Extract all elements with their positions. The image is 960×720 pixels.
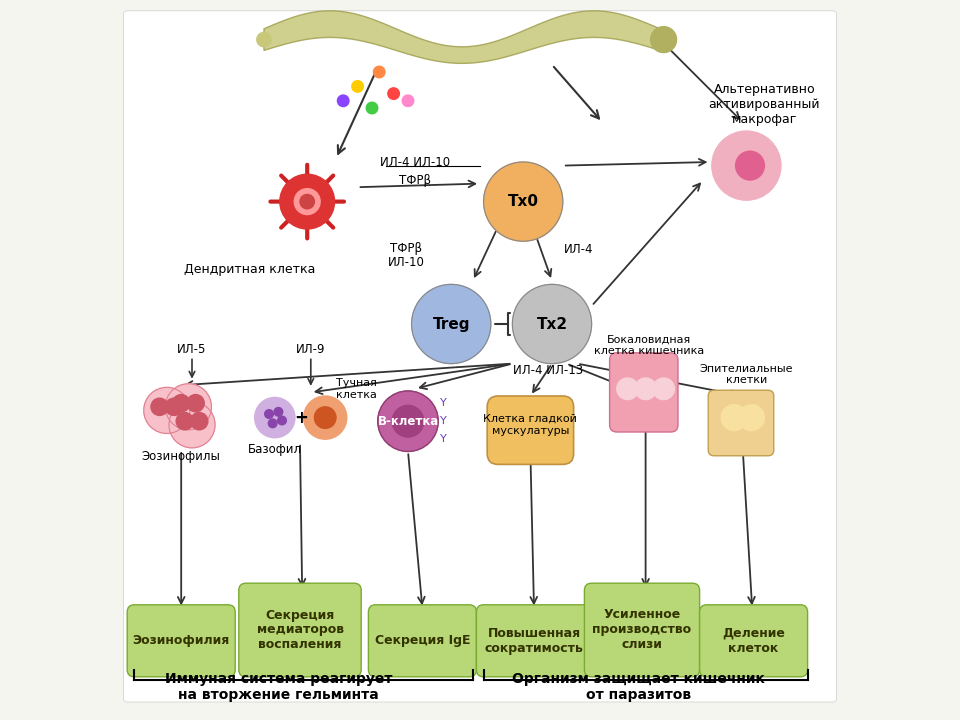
Text: В-клетка: В-клетка (377, 415, 439, 428)
Circle shape (277, 416, 286, 425)
Text: +: + (295, 409, 308, 426)
Text: Секреция
медиаторов
воспаления: Секреция медиаторов воспаления (256, 608, 344, 652)
Circle shape (373, 66, 385, 78)
Text: Усиленное
производство
слизи: Усиленное производство слизи (592, 608, 691, 652)
PathPatch shape (264, 11, 660, 63)
Text: Y: Y (441, 416, 447, 426)
Circle shape (169, 402, 215, 448)
Circle shape (402, 95, 414, 107)
Circle shape (616, 378, 638, 400)
Circle shape (338, 95, 349, 107)
Circle shape (352, 81, 364, 92)
FancyBboxPatch shape (128, 605, 235, 677)
Circle shape (393, 405, 424, 437)
Circle shape (513, 284, 591, 364)
Circle shape (653, 378, 674, 400)
FancyBboxPatch shape (476, 605, 591, 677)
Text: Treg: Treg (432, 317, 470, 331)
Circle shape (265, 410, 274, 418)
Circle shape (719, 138, 774, 193)
Circle shape (635, 378, 657, 400)
Text: Эозинофилы: Эозинофилы (142, 450, 221, 463)
Text: Бокаловидная
клетка кишечника: Бокаловидная клетка кишечника (594, 335, 705, 356)
Text: Y: Y (441, 398, 447, 408)
Text: ТФРβ: ТФРβ (399, 174, 431, 186)
Circle shape (367, 102, 377, 114)
Circle shape (377, 391, 439, 451)
Text: Тучная
клетка: Тучная клетка (336, 378, 377, 400)
Circle shape (173, 395, 190, 412)
Circle shape (315, 407, 336, 428)
Circle shape (275, 408, 283, 416)
Text: Деление
клеток: Деление клеток (722, 627, 785, 654)
Text: Иммуная система реагирует
на вторжение гельминта: Иммуная система реагирует на вторжение г… (165, 672, 392, 702)
Circle shape (484, 162, 563, 241)
Text: Альтернативно
активированный
макрофаг: Альтернативно активированный макрофаг (708, 83, 820, 126)
Circle shape (151, 398, 168, 415)
Text: Секреция IgE: Секреция IgE (374, 634, 470, 647)
Text: ИЛ-10: ИЛ-10 (388, 256, 425, 269)
FancyBboxPatch shape (124, 11, 836, 702)
Circle shape (412, 284, 491, 364)
Text: Базофил: Базофил (248, 443, 301, 456)
Circle shape (300, 194, 315, 209)
FancyBboxPatch shape (700, 605, 807, 677)
Text: ИЛ-4: ИЛ-4 (564, 243, 593, 256)
Circle shape (144, 387, 190, 433)
Circle shape (388, 88, 399, 99)
Circle shape (735, 151, 764, 180)
FancyBboxPatch shape (239, 583, 361, 677)
Circle shape (187, 395, 204, 412)
Text: Эпителиальные
клетки: Эпителиальные клетки (700, 364, 793, 385)
Circle shape (257, 32, 272, 47)
Text: Tx0: Tx0 (508, 194, 539, 209)
Circle shape (191, 413, 208, 430)
Text: Y: Y (441, 434, 447, 444)
Circle shape (711, 131, 780, 200)
Circle shape (165, 398, 182, 415)
Circle shape (303, 396, 347, 439)
Text: Дендритная клетка: Дендритная клетка (184, 263, 315, 276)
Text: ИЛ-4 ИЛ-10: ИЛ-4 ИЛ-10 (380, 156, 450, 168)
FancyBboxPatch shape (585, 583, 700, 677)
Text: Эозинофилия: Эозинофилия (132, 634, 229, 647)
Text: ИЛ-4 ИЛ-13: ИЛ-4 ИЛ-13 (514, 364, 584, 377)
Circle shape (269, 419, 277, 428)
FancyBboxPatch shape (610, 353, 678, 432)
Circle shape (295, 189, 321, 215)
Text: Организм защищает кишечник
от паразитов: Организм защищает кишечник от паразитов (512, 672, 765, 702)
Text: Клетка гладкой
мускулатуры: Клетка гладкой мускулатуры (484, 414, 577, 436)
Circle shape (651, 27, 677, 53)
Text: Повышенная
сократимость: Повышенная сократимость (485, 627, 584, 654)
Circle shape (254, 397, 295, 438)
Text: ТФРβ: ТФРβ (391, 242, 422, 255)
FancyBboxPatch shape (369, 605, 476, 677)
Circle shape (738, 405, 764, 431)
Text: Tx2: Tx2 (537, 317, 567, 331)
Circle shape (721, 405, 747, 431)
Circle shape (280, 174, 335, 229)
FancyBboxPatch shape (487, 396, 573, 464)
FancyBboxPatch shape (708, 390, 774, 456)
Circle shape (165, 384, 211, 430)
Circle shape (177, 413, 194, 430)
Text: ИЛ-5: ИЛ-5 (178, 343, 206, 356)
Text: ИЛ-9: ИЛ-9 (296, 343, 325, 356)
